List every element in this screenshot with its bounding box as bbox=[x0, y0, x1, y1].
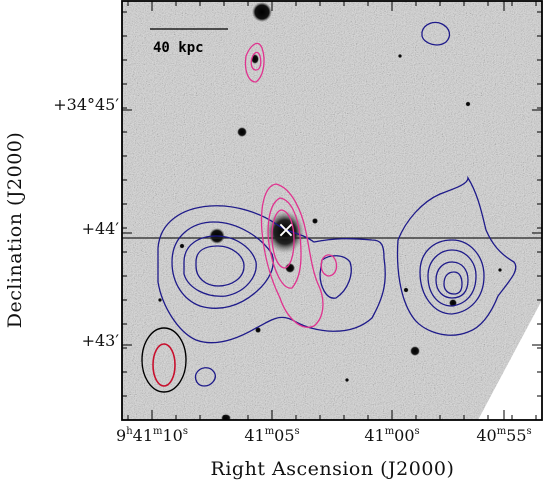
scale-bar-label: 40 kpc bbox=[153, 40, 204, 56]
radio-contours-magenta bbox=[244, 42, 338, 328]
star bbox=[498, 268, 502, 272]
contour-magenta bbox=[250, 51, 262, 71]
contour-blue bbox=[419, 239, 485, 315]
y-tick-label: +44′ bbox=[81, 219, 119, 238]
x-tick-label: 41m05s bbox=[244, 426, 300, 445]
radio-contours-blue bbox=[157, 21, 517, 387]
contour-magenta bbox=[244, 42, 265, 83]
x-tick-label: 41m00s bbox=[364, 426, 420, 445]
star bbox=[158, 298, 162, 302]
star bbox=[285, 263, 295, 273]
contour-blue bbox=[435, 261, 469, 299]
contour-blue bbox=[157, 205, 386, 344]
contour-magenta bbox=[271, 209, 295, 269]
contour-magenta bbox=[260, 183, 324, 328]
plot-frame bbox=[121, 0, 543, 421]
star bbox=[252, 2, 272, 22]
star bbox=[237, 127, 247, 137]
star bbox=[410, 346, 420, 356]
beam-inner bbox=[152, 343, 176, 387]
contour-blue bbox=[427, 249, 477, 307]
y-tick-label: +43′ bbox=[81, 331, 119, 350]
central-galaxy bbox=[265, 210, 305, 254]
star bbox=[255, 327, 261, 333]
star bbox=[179, 243, 185, 249]
x-tick-label: 40m55s bbox=[476, 426, 532, 445]
beam-ellipse bbox=[141, 327, 187, 393]
contour-blue bbox=[194, 367, 216, 387]
x-tick-label: 9h41m10s bbox=[116, 426, 188, 445]
y-axis-label-wrap: Declination (J2000) bbox=[0, 40, 30, 420]
beam-outer bbox=[141, 327, 187, 393]
contour-blue bbox=[421, 21, 451, 46]
contour-blue bbox=[195, 245, 245, 287]
contour-magenta bbox=[320, 254, 338, 277]
star bbox=[345, 378, 349, 382]
contour-blue bbox=[396, 175, 517, 336]
star bbox=[465, 101, 471, 107]
star bbox=[398, 54, 402, 58]
y-tick-label: +34°45′ bbox=[53, 95, 119, 114]
contour-magenta bbox=[267, 197, 302, 289]
contour-blue bbox=[171, 221, 274, 309]
contour-blue bbox=[183, 235, 257, 297]
star bbox=[312, 218, 318, 224]
contour-blue bbox=[319, 255, 352, 299]
contour-blue bbox=[443, 271, 463, 295]
star bbox=[403, 287, 409, 293]
position-marker: × bbox=[277, 218, 295, 243]
y-axis-label: Declination (J2000) bbox=[4, 131, 26, 329]
x-axis-label: Right Ascension (J2000) bbox=[210, 458, 455, 480]
sky-image bbox=[122, 1, 542, 420]
axis-ticks bbox=[122, 1, 542, 420]
